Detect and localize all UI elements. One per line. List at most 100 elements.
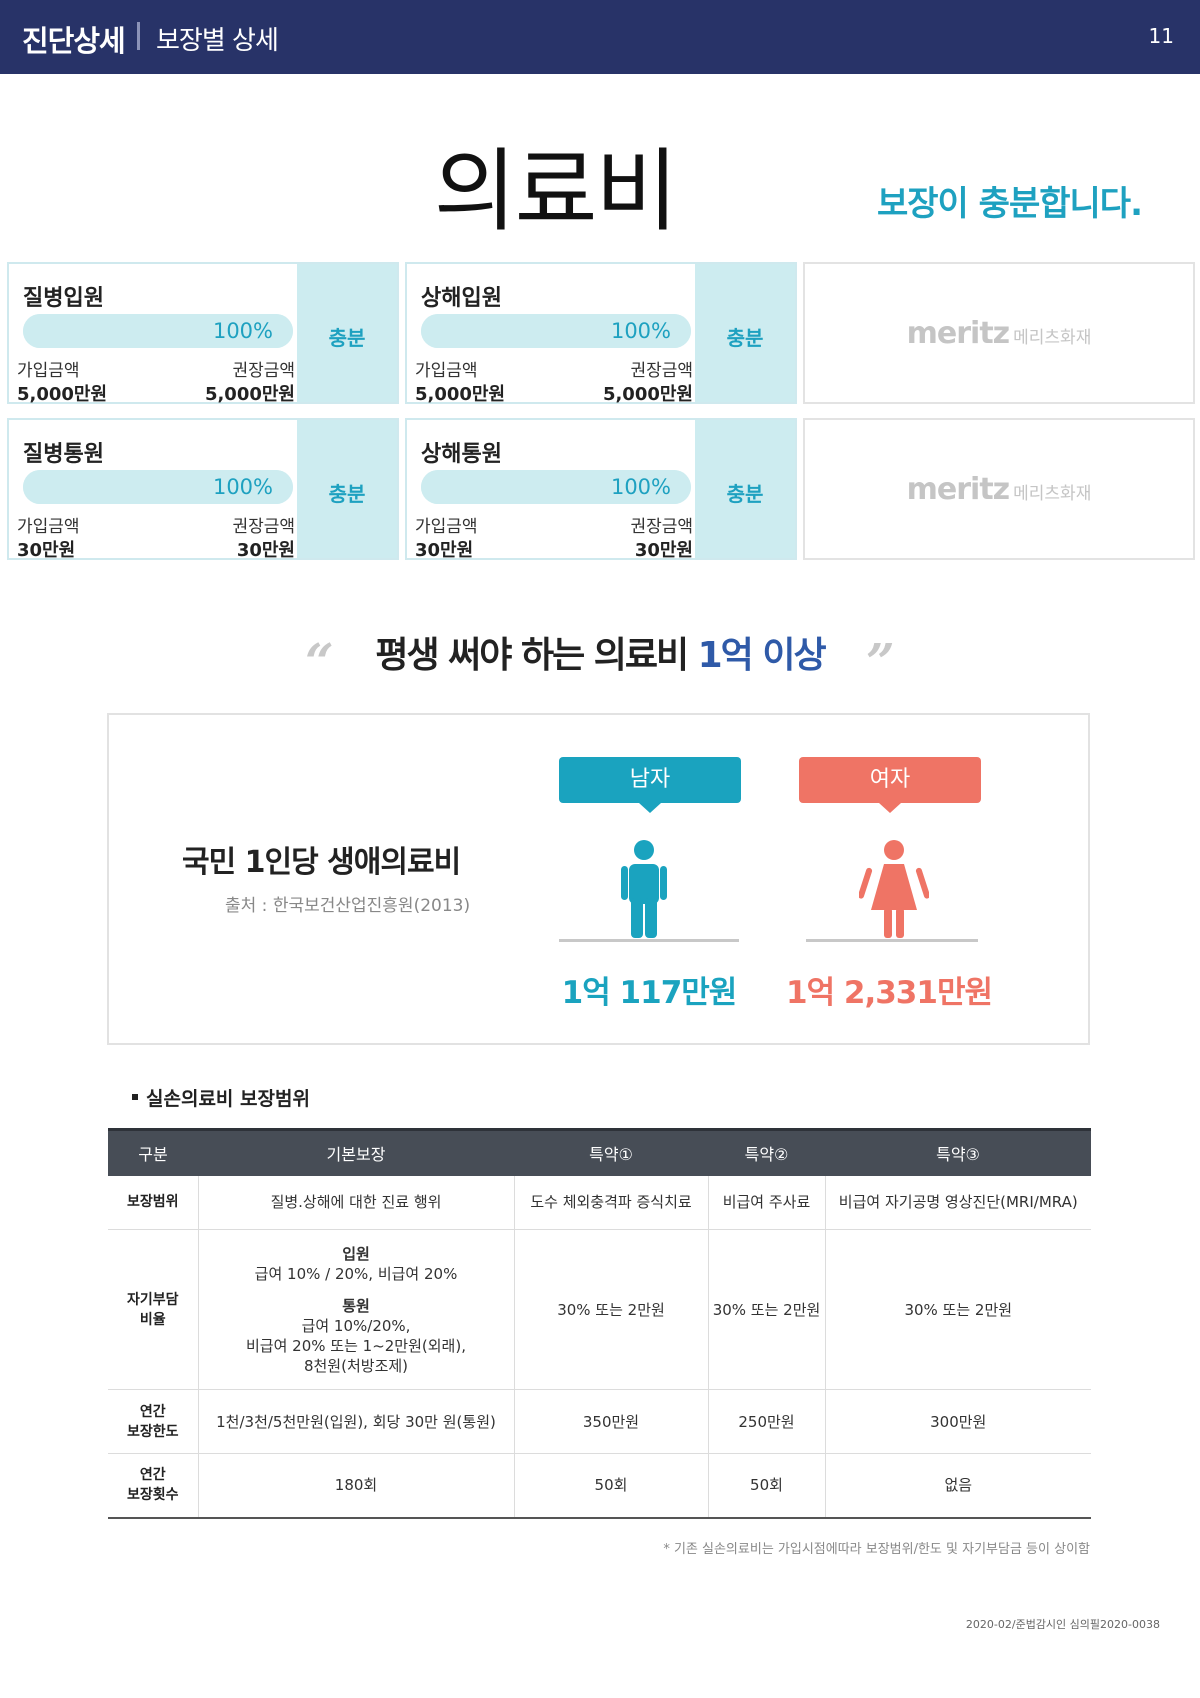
logo-korean: 메리츠화재 [1013,484,1092,504]
progress-fill [421,314,691,348]
coverage-percent: 100% [212,475,273,499]
section-title: 진단상세 [22,24,126,58]
card-name: 질병입원 [23,286,104,311]
logo-card: meritz 메리츠화재 [803,418,1195,560]
table-cell: 350만원 [514,1389,709,1454]
coverage-progress-bar: 100% [421,314,691,348]
coverage-percent: 100% [212,319,273,343]
logo-wordmark: meritz [906,472,1010,507]
column-header: 특약③ [825,1128,1091,1176]
table-row: 연간 보장한도 1천/3천/5천만원(입원), 회당 30만 원(통원) 350… [108,1389,1091,1454]
table-cell: 30% 또는 2만원 [514,1229,709,1390]
coverage-progress-bar: 100% [23,314,293,348]
column-header: 특약② [708,1128,825,1176]
recommend-amount: 30만원 [236,540,295,561]
table-cell: 비급여 주사료 [708,1175,826,1230]
table-cell: 질병.상해에 대한 진료 행위 [198,1175,515,1230]
table-cell: 50회 [514,1453,709,1519]
page-title: 의료비 [433,139,678,244]
status-text: 충분 [726,482,764,506]
table-cell: 250만원 [708,1389,826,1454]
join-amount: 5,000만원 [415,384,506,405]
join-amount: 5,000만원 [17,384,108,405]
female-amount: 1억 2,331만원 [786,975,993,1011]
join-amount: 30만원 [415,540,474,561]
join-label: 가입금액 [17,361,80,381]
verdict-text: 보장이 충분합니다. [877,184,1143,224]
table-cell: 300만원 [825,1389,1091,1454]
row-header: 연간 보장한도 [108,1389,199,1454]
table-row: 보장범위 질병.상해에 대한 진료 행위 도수 체외충격파 증식치료 비급여 주… [108,1175,1091,1230]
table-cell: 도수 체외충격파 증식치료 [514,1175,709,1230]
coverage-progress-bar: 100% [421,470,691,504]
header-bar: 진단상세 보장별 상세 11 [0,0,1200,74]
coverage-card-injury-outpatient: 상해통원 100% 가입금액 권장금액 30만원 30만원 충분 [405,418,797,561]
logo-korean: 메리츠화재 [1013,328,1092,348]
meritz-logo: meritz 메리츠화재 [805,472,1193,507]
outpatient-rate-line: 비급여 20% 또는 1~2만원(외래), [246,1336,466,1355]
lifetime-cost-panel: 국민 1인당 생애의료비 출처 : 한국보건산업진흥원(2013) 남자 여자 … [107,713,1090,1045]
header-divider [137,22,140,50]
table-cell: 비급여 자기공명 영상진단(MRI/MRA) [825,1175,1091,1230]
progress-fill [421,470,691,504]
table-cell: 1천/3천/5천만원(입원), 회당 30만 원(통원) [198,1389,515,1454]
male-tag: 남자 [559,757,741,813]
subsection-title: 보장별 상세 [156,26,279,56]
footnote: * 기존 실손의료비는 가입시점에따라 보장범위/한도 및 자기부담금 등이 상… [663,1542,1090,1557]
progress-fill [23,314,293,348]
coverage-card-disease-inpatient: 질병입원 100% 가입금액 권장금액 5,000만원 5,000만원 충분 [7,262,399,405]
close-quote-icon: ” [866,632,895,691]
recommend-label: 권장금액 [630,517,693,537]
status-text: 충분 [726,326,764,350]
table-cell: 50회 [708,1453,826,1519]
page-number: 11 [1148,24,1174,48]
male-amount: 1억 117만원 [561,975,738,1011]
status-badge: 충분 [695,264,795,402]
progress-fill [23,470,293,504]
recommend-amount: 30만원 [634,540,693,561]
table-cell: 180회 [198,1453,515,1519]
status-text: 충분 [328,482,366,506]
inpatient-heading: 입원 [342,1244,370,1263]
table-row: 자기부담 비율 입원 급여 10% / 20%, 비급여 20% 통원 급여 1… [108,1229,1091,1390]
quote-text: 평생 써야 하는 의료비 1억 이상 [0,626,1200,678]
card-name: 질병통원 [23,442,104,467]
column-header: 구분 [108,1128,198,1176]
quote-highlight: 1억 이상 [697,635,827,676]
table-cell-multiline: 입원 급여 10% / 20%, 비급여 20% 통원 급여 10%/20%, … [198,1229,515,1390]
status-text: 충분 [328,326,366,350]
male-baseline [559,939,739,942]
logo-wordmark: meritz [906,316,1010,351]
table-cell: 30% 또는 2만원 [825,1229,1091,1390]
coverage-table: 구분 기본보장 특약① 특약② 특약③ 보장범위 질병.상해에 대한 진료 행위… [108,1128,1091,1519]
join-label: 가입금액 [415,517,478,537]
meritz-logo: meritz 메리츠화재 [805,316,1193,351]
card-name: 상해통원 [421,442,502,467]
source-note: 출처 : 한국보건산업진흥원(2013) [225,896,471,916]
quote-main: 평생 써야 하는 의료비 [375,635,698,676]
card-name: 상해입원 [421,286,502,311]
recommend-label: 권장금액 [630,361,693,381]
row-header: 자기부담 비율 [108,1229,199,1390]
status-badge: 충분 [695,420,795,558]
join-label: 가입금액 [415,361,478,381]
table-cell: 30% 또는 2만원 [708,1229,826,1390]
table-cell: 없음 [825,1453,1091,1519]
recommend-amount: 5,000만원 [204,384,295,405]
logo-card: meritz 메리츠화재 [803,262,1195,404]
status-badge: 충분 [297,264,397,402]
join-amount: 30만원 [17,540,76,561]
coverage-card-injury-inpatient: 상해입원 100% 가입금액 권장금액 5,000만원 5,000만원 충분 [405,262,797,405]
row-header: 보장범위 [108,1175,199,1230]
recommend-label: 권장금액 [232,517,295,537]
table-section-title: 실손의료비 보장범위 [132,1084,310,1111]
table-header-row: 구분 기본보장 특약① 특약② 특약③ [108,1128,1091,1176]
coverage-progress-bar: 100% [23,470,293,504]
table-row: 연간 보장횟수 180회 50회 50회 없음 [108,1453,1091,1519]
row-header: 연간 보장횟수 [108,1453,199,1519]
inpatient-rate: 급여 10% / 20%, 비급여 20% [254,1264,458,1283]
status-badge: 충분 [297,420,397,558]
lifetime-cost-title: 국민 1인당 생애의료비 [182,845,461,880]
document-number: 2020-02/준법감시인 심의필2020-0038 [965,1618,1160,1631]
female-baseline [806,939,978,942]
